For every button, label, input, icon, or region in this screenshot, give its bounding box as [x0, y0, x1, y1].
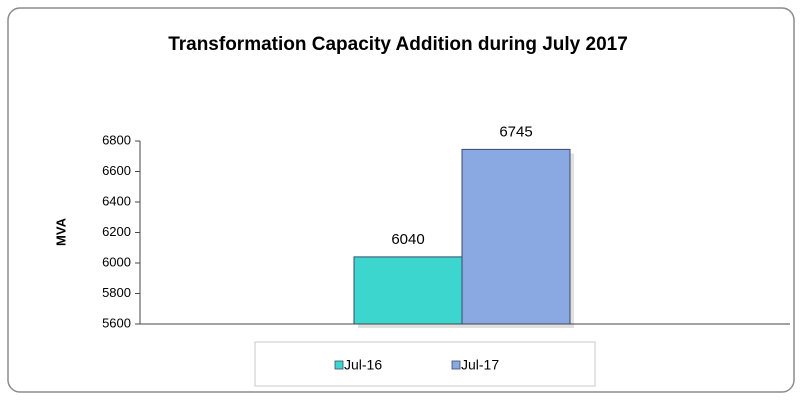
y-tick-label: 6600 — [102, 163, 131, 178]
legend-box — [254, 341, 596, 387]
y-tick-label: 6400 — [102, 193, 131, 208]
y-tick-label: 6800 — [102, 132, 131, 147]
y-tick-label: 6200 — [102, 224, 131, 239]
y-tick-label: 5800 — [102, 285, 131, 300]
legend-label: Jul-16 — [344, 357, 382, 373]
bar — [353, 256, 463, 325]
legend-swatch — [334, 360, 344, 370]
y-tick-label: 5600 — [102, 315, 131, 330]
chart-title: Transformation Capacity Addition during … — [168, 34, 628, 55]
bar — [461, 148, 571, 325]
legend-label: Jul-17 — [461, 357, 499, 373]
chart-border — [7, 7, 795, 393]
y-axis-label: MVA — [53, 217, 68, 246]
y-tick-label: 6000 — [102, 254, 131, 269]
value-label: 6040 — [391, 231, 424, 248]
value-label: 6745 — [499, 123, 532, 140]
legend-swatch — [451, 360, 461, 370]
